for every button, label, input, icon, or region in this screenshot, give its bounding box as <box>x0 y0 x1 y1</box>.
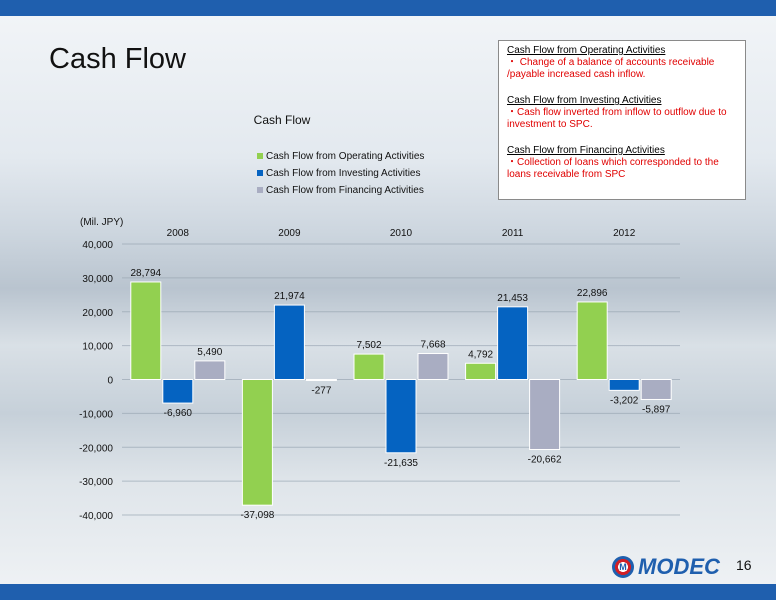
note-heading-operating: Cash Flow from Operating Activities <box>507 45 666 56</box>
data-label-2-2011: -20,662 <box>528 454 562 465</box>
x-tick-label-2011: 2011 <box>502 228 524 239</box>
bar-2-2009 <box>305 379 337 381</box>
bar-0-2010 <box>353 353 385 380</box>
bar-2-2010 <box>417 353 449 381</box>
bar-0-2009 <box>241 379 273 506</box>
note-heading-financing: Cash Flow from Financing Activities <box>507 145 665 156</box>
bar-1-2012 <box>608 379 640 391</box>
x-tick-label-2009: 2009 <box>278 228 301 239</box>
note-heading-investing: Cash Flow from Investing Activities <box>507 95 662 106</box>
notes-box: Cash Flow from Operating Activities ・ Ch… <box>498 40 746 200</box>
data-label-1-2012: -3,202 <box>610 395 639 406</box>
bar-1-2011 <box>497 306 529 381</box>
data-label-2-2010: 7,668 <box>420 340 445 351</box>
modec-logo-text: MODEC <box>638 554 720 579</box>
bar-1-2010 <box>385 379 417 454</box>
legend-swatch-1 <box>257 170 263 176</box>
modec-logo-icon: M <box>612 556 634 578</box>
data-label-1-2008: -6,960 <box>164 408 193 419</box>
modec-logo: M MODEC <box>612 554 720 580</box>
legend-swatch-2 <box>257 187 263 193</box>
y-tick-label: -30,000 <box>79 477 113 488</box>
data-label-1-2010: -21,635 <box>384 458 418 469</box>
legend-label-2: Cash Flow from Financing Activities <box>266 185 424 196</box>
y-axis-unit-label: (Mil. JPY) <box>80 217 123 228</box>
legend-swatch-0 <box>257 153 263 159</box>
y-tick-label: 10,000 <box>82 342 113 353</box>
y-tick-label: -10,000 <box>79 409 113 420</box>
y-tick-label: 40,000 <box>82 240 113 251</box>
note-body-financing: ・Collection of loans which corresponded … <box>507 157 719 180</box>
page-number: 16 <box>736 557 752 573</box>
bar-2-2011 <box>529 379 561 450</box>
legend-label-0: Cash Flow from Operating Activities <box>266 151 424 162</box>
data-label-0-2009: -37,098 <box>240 510 274 521</box>
data-label-0-2008: 28,794 <box>131 268 162 279</box>
bar-2-2008 <box>194 360 226 380</box>
data-label-1-2011: 21,453 <box>497 293 528 304</box>
x-tick-label-2010: 2010 <box>390 228 413 239</box>
x-tick-label-2008: 2008 <box>167 228 190 239</box>
y-tick-label: 30,000 <box>82 274 113 285</box>
bar-1-2008 <box>162 379 194 404</box>
bar-0-2011 <box>465 362 497 380</box>
y-tick-label: -20,000 <box>79 443 113 454</box>
data-label-2-2009: -277 <box>311 385 331 396</box>
chart-title: Cash Flow <box>254 113 311 127</box>
top-band <box>0 0 776 16</box>
bar-2-2012 <box>640 379 672 400</box>
data-label-0-2010: 7,502 <box>356 340 381 351</box>
y-tick-label: -40,000 <box>79 511 113 522</box>
data-label-0-2011: 4,792 <box>468 349 493 360</box>
bar-1-2009 <box>273 304 305 381</box>
data-label-2-2012: -5,897 <box>642 404 671 415</box>
y-tick-label: 0 <box>107 376 113 387</box>
bottom-band <box>0 584 776 600</box>
y-tick-label: 20,000 <box>82 308 113 319</box>
data-label-0-2012: 22,896 <box>577 288 608 299</box>
note-body-operating: ・ Change of a balance of accounts receiv… <box>507 57 715 80</box>
note-body-investing: ・Cash flow inverted from inflow to outfl… <box>507 107 727 130</box>
data-label-2-2008: 5,490 <box>197 347 222 358</box>
slide-title: Cash Flow <box>49 43 186 75</box>
x-tick-label-2012: 2012 <box>613 228 636 239</box>
data-label-1-2009: 21,974 <box>274 291 305 302</box>
bar-0-2008 <box>130 281 162 380</box>
bar-0-2012 <box>576 301 608 380</box>
legend-label-1: Cash Flow from Investing Activities <box>266 168 421 179</box>
